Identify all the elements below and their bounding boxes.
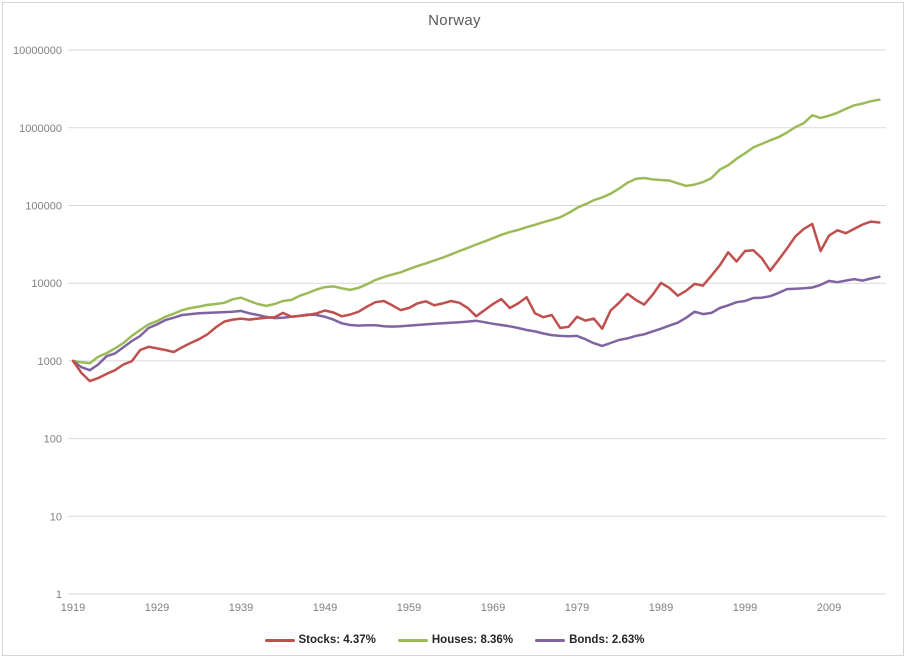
x-axis-tick-label: 1959 bbox=[397, 602, 421, 614]
legend-line-swatch-stocks bbox=[264, 638, 295, 642]
x-axis-tick-label: 1969 bbox=[481, 602, 505, 614]
legend-item-stocks: Stocks: 4.37% bbox=[264, 634, 376, 646]
y-axis-tick-label: 10000 bbox=[31, 278, 62, 290]
y-axis-tick-label: 100 bbox=[44, 434, 62, 446]
legend-line-swatch-bonds bbox=[535, 638, 566, 642]
y-axis-tick-label: 10000000 bbox=[13, 45, 62, 57]
x-axis-tick-label: 1929 bbox=[145, 602, 169, 614]
x-axis-tick-label: 1939 bbox=[229, 602, 253, 614]
x-axis-tick-label: 2009 bbox=[817, 602, 841, 614]
y-axis-tick-label: 1 bbox=[56, 589, 62, 601]
chart-title: Norway bbox=[428, 12, 481, 29]
x-axis-tick-label: 1949 bbox=[313, 602, 337, 614]
x-axis-tick-label: 1919 bbox=[61, 602, 85, 614]
y-axis-tick-label: 1000000 bbox=[19, 123, 62, 135]
x-axis-tick-label: 1989 bbox=[649, 602, 673, 614]
legend: Stocks: 4.37% Houses: 8.36% Bonds: 2.63% bbox=[0, 634, 909, 646]
legend-label-houses: Houses: 8.36% bbox=[431, 634, 514, 646]
y-axis-tick-label: 1000 bbox=[38, 356, 62, 368]
legend-label-bonds: Bonds: 2.63% bbox=[569, 634, 645, 646]
x-axis-tick-label: 1979 bbox=[565, 602, 589, 614]
legend-item-bonds: Bonds: 2.63% bbox=[535, 634, 644, 646]
legend-line-swatch-houses bbox=[397, 638, 428, 642]
y-axis-tick-label: 100000 bbox=[25, 201, 62, 213]
series-line-houses bbox=[71, 98, 881, 365]
x-axis-tick-label: 1999 bbox=[733, 602, 757, 614]
series-line-bonds bbox=[71, 275, 881, 372]
legend-label-stocks: Stocks: 4.37% bbox=[298, 634, 376, 646]
series-line-stocks bbox=[71, 220, 881, 383]
y-axis-tick-label: 10 bbox=[50, 511, 62, 523]
legend-item-houses: Houses: 8.36% bbox=[397, 634, 514, 646]
